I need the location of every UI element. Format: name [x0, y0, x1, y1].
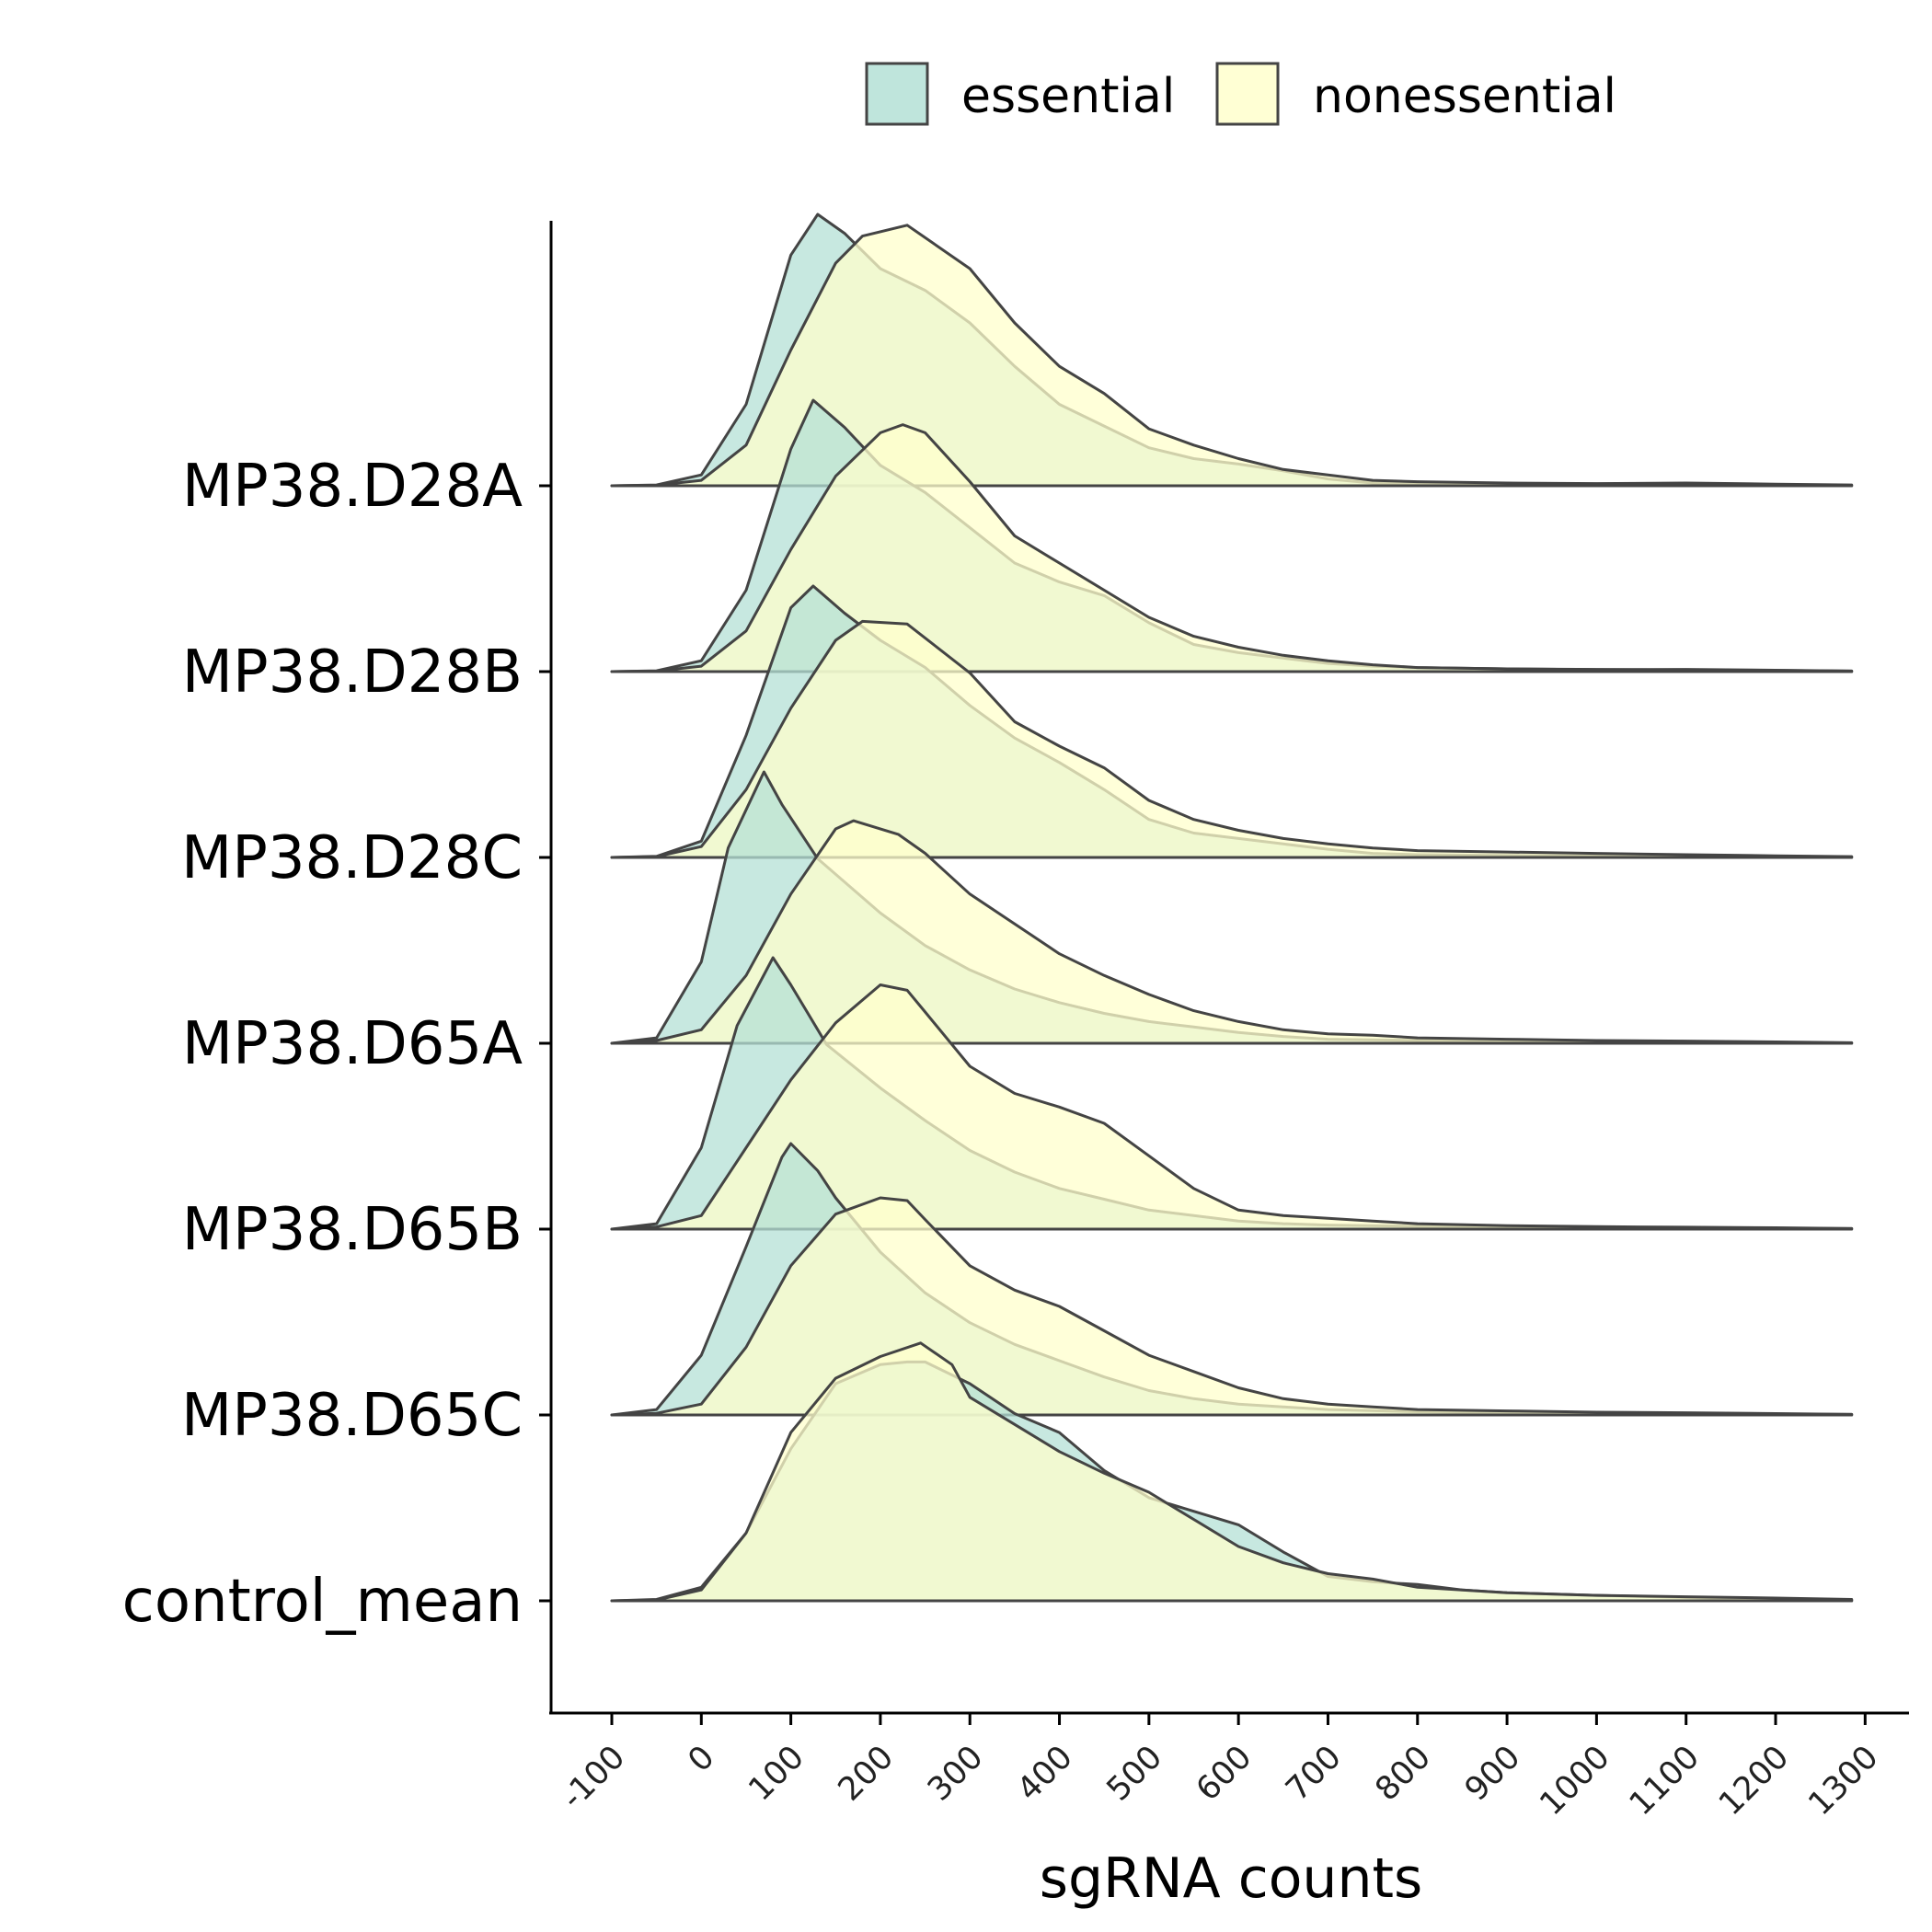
x-tick-label-300: 300	[921, 1739, 991, 1809]
legend-label-nonessential: nonessential	[1313, 69, 1616, 124]
x-axis-ticks: -100 0 100 200 300 400 500 600 700 800 900 1000 1100…	[555, 1714, 1886, 1823]
x-tick-label-700: 700	[1279, 1739, 1349, 1809]
y-tick-label-MP38.D65C: MP38.D65C	[181, 1382, 523, 1450]
ridge-nonessential-MP38.D28B	[610, 423, 1854, 673]
x-tick-label-500: 500	[1100, 1739, 1170, 1809]
x-tick-label-200: 200	[832, 1739, 902, 1809]
x-tick-label-1100: 1100	[1623, 1739, 1707, 1823]
ridge-nonessential-MP38.D28A	[610, 224, 1854, 488]
y-tick-label-MP38.D28C: MP38.D28C	[181, 824, 523, 892]
y-tick-label-control_mean: control_mean	[122, 1568, 523, 1636]
legend-swatch-nonessential	[1215, 62, 1280, 126]
x-tick-label-1200: 1200	[1712, 1739, 1796, 1823]
ridge-nonessential-control_mean	[610, 1341, 1854, 1603]
x-tick-label-1000: 1000	[1533, 1739, 1616, 1823]
x-tick-label-600: 600	[1190, 1739, 1259, 1809]
y-axis-ticks: MP38.D28A MP38.D28B MP38.D28C MP38.D65A MP38…	[122, 453, 551, 1636]
y-tick-label-MP38.D28B: MP38.D28B	[182, 638, 523, 707]
x-tick-label-1300: 1300	[1801, 1739, 1885, 1823]
x-tick-label-0: 0	[682, 1739, 722, 1779]
x-tick-label--100: -100	[555, 1739, 632, 1816]
ridge-nonessential-MP38.D65B	[610, 983, 1854, 1231]
x-tick-label-100: 100	[742, 1739, 811, 1809]
ridges-group	[610, 213, 1854, 1603]
x-tick-label-800: 800	[1369, 1739, 1439, 1809]
x-tick-label-400: 400	[1010, 1739, 1080, 1809]
y-tick-label-MP38.D28A: MP38.D28A	[182, 453, 523, 521]
x-axis-title: sgRNA counts	[1040, 1846, 1423, 1911]
x-tick-label-900: 900	[1458, 1739, 1528, 1809]
legend-label-essential: essential	[961, 69, 1175, 124]
y-tick-label-MP38.D65B: MP38.D65B	[182, 1196, 523, 1264]
y-tick-label-MP38.D65A: MP38.D65A	[182, 1010, 523, 1078]
legend-swatch-essential	[865, 62, 929, 126]
ridge-nonessential-MP38.D65A	[610, 819, 1854, 1045]
ridge-nonessential-MP38.D28C	[610, 619, 1854, 859]
legend: essential nonessential	[865, 62, 1616, 126]
